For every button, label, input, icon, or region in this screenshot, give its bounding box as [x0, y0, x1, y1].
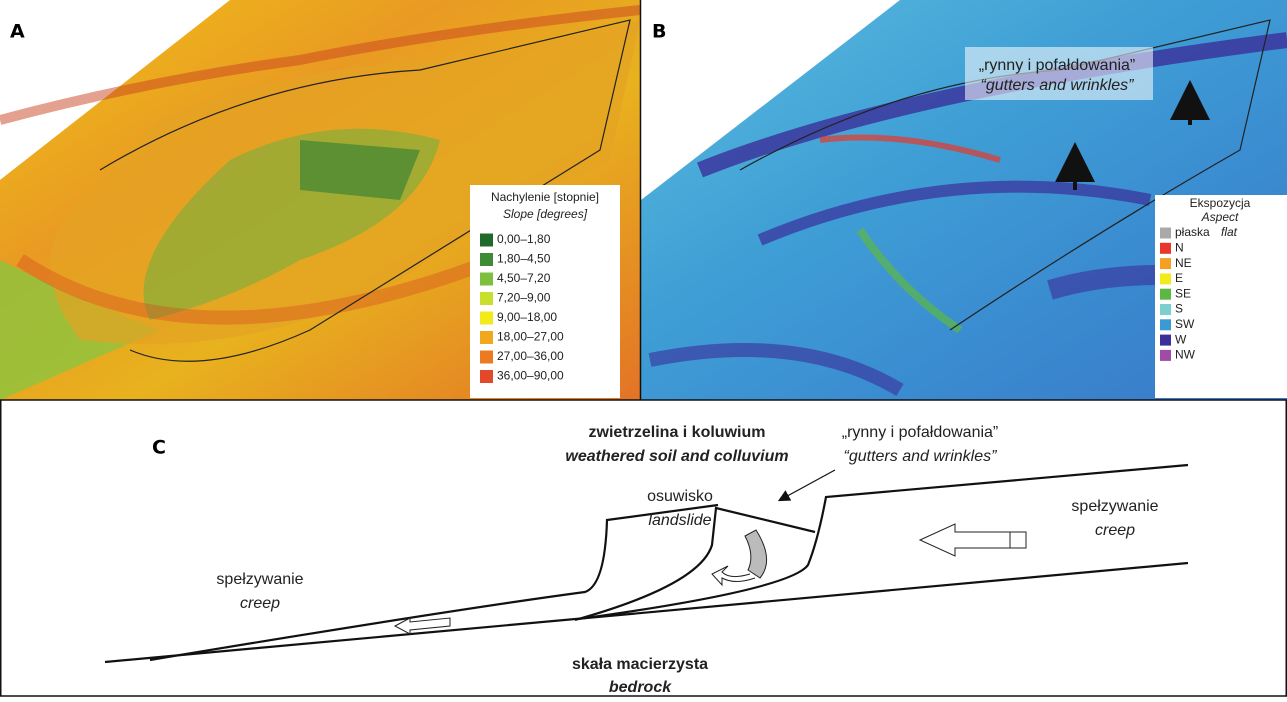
legend-title: Ekspozycja: [1190, 196, 1251, 210]
panel-label: C: [152, 437, 166, 459]
label: creep: [1095, 522, 1135, 539]
panel-frame: [1, 400, 1287, 696]
legend-label: SE: [1175, 286, 1191, 300]
panel-label: B: [652, 21, 666, 43]
label: “gutters and wrinkles”: [844, 448, 998, 465]
legend-label: 7,20–9,00: [497, 291, 551, 305]
figure: A B Nachylenie [stopnie] Slope [degrees]…: [0, 0, 1287, 697]
legend-swatch: [480, 312, 493, 325]
annotation: „rynny i pofałdowania”: [979, 57, 1136, 74]
panel-label: A: [10, 21, 25, 43]
legend-label: N: [1175, 240, 1184, 254]
legend-swatch: [1160, 258, 1171, 269]
legend-swatch: [1160, 228, 1171, 239]
legend-swatch: [1160, 350, 1171, 361]
legend-swatch: [1160, 319, 1171, 330]
legend-subtitle: Aspect: [1201, 210, 1239, 224]
legend-label: 36,00–90,00: [497, 369, 564, 383]
label: weathered soil and colluvium: [565, 448, 788, 465]
legend-title: Nachylenie [stopnie]: [491, 190, 599, 204]
label: landslide: [648, 512, 711, 529]
legend-subtitle: Slope [degrees]: [503, 207, 588, 221]
label: creep: [240, 595, 280, 612]
label: spełzywanie: [1071, 498, 1158, 515]
legend-label: płaska: [1175, 225, 1210, 239]
legend-label: S: [1175, 302, 1183, 316]
legend-swatch: [480, 370, 493, 383]
legend-label: flat: [1221, 225, 1238, 239]
legend-label: 0,00–1,80: [497, 232, 551, 246]
pointer-arrow: [780, 470, 835, 500]
legend-label: 4,50–7,20: [497, 271, 551, 285]
label: spełzywanie: [216, 571, 303, 588]
creep-arrow: [920, 524, 1010, 556]
label: „rynny i pofałdowania”: [842, 424, 999, 441]
legend: Nachylenie [stopnie] Slope [degrees] 0,0…: [470, 185, 620, 398]
legend-label: 27,00–36,00: [497, 349, 564, 363]
legend-swatch: [480, 331, 493, 344]
legend-swatch: [1160, 304, 1171, 315]
label: zwietrzelina i koluwium: [589, 424, 766, 441]
legend-swatch: [480, 351, 493, 364]
annotation: “gutters and wrinkles”: [981, 77, 1135, 94]
legend-swatch: [1160, 289, 1171, 300]
legend-swatch: [480, 292, 493, 305]
rotation-arrow: [745, 530, 767, 578]
label: skała macierzysta: [572, 656, 708, 673]
legend-label: W: [1175, 332, 1187, 346]
legend-swatch: [480, 253, 493, 266]
label: bedrock: [609, 679, 672, 696]
legend-label: NW: [1175, 348, 1196, 362]
legend-swatch: [480, 234, 493, 247]
legend-label: 9,00–18,00: [497, 310, 557, 324]
legend-swatch: [1160, 273, 1171, 284]
legend-label: SW: [1175, 317, 1195, 331]
legend-label: NE: [1175, 256, 1192, 270]
legend-swatch: [1160, 335, 1171, 346]
legend-label: 1,80–4,50: [497, 252, 551, 266]
legend-swatch: [1160, 243, 1171, 254]
legend-swatch: [480, 273, 493, 286]
legend-label: 18,00–27,00: [497, 330, 564, 344]
legend-label: E: [1175, 271, 1183, 285]
label: osuwisko: [647, 488, 713, 505]
